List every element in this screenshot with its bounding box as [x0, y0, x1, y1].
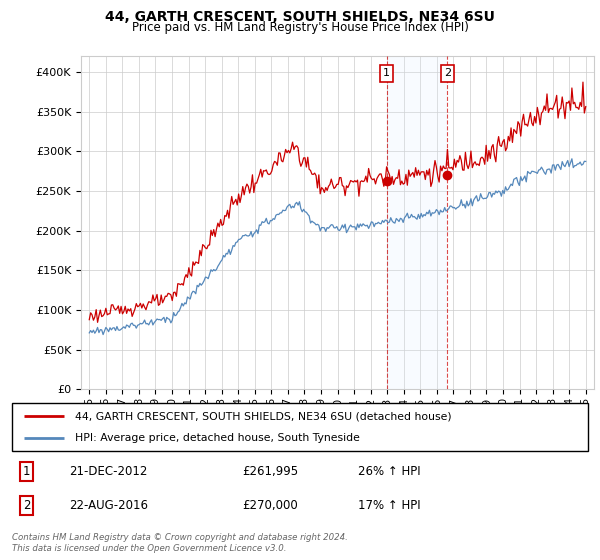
FancyBboxPatch shape	[12, 403, 588, 451]
Text: £261,995: £261,995	[242, 465, 299, 478]
Text: 22-AUG-2016: 22-AUG-2016	[70, 499, 149, 512]
Text: 44, GARTH CRESCENT, SOUTH SHIELDS, NE34 6SU (detached house): 44, GARTH CRESCENT, SOUTH SHIELDS, NE34 …	[76, 411, 452, 421]
Text: 21-DEC-2012: 21-DEC-2012	[70, 465, 148, 478]
Text: 1: 1	[383, 68, 390, 78]
Text: Contains HM Land Registry data © Crown copyright and database right 2024.
This d: Contains HM Land Registry data © Crown c…	[12, 533, 348, 553]
Text: 26% ↑ HPI: 26% ↑ HPI	[358, 465, 420, 478]
Text: HPI: Average price, detached house, South Tyneside: HPI: Average price, detached house, Sout…	[76, 433, 360, 443]
Text: 2: 2	[444, 68, 451, 78]
Text: 2: 2	[23, 499, 30, 512]
Bar	[386, 56, 448, 389]
Text: 44, GARTH CRESCENT, SOUTH SHIELDS, NE34 6SU: 44, GARTH CRESCENT, SOUTH SHIELDS, NE34 …	[105, 10, 495, 24]
Text: 17% ↑ HPI: 17% ↑ HPI	[358, 499, 420, 512]
Text: £270,000: £270,000	[242, 499, 298, 512]
Text: 1: 1	[23, 465, 30, 478]
Text: Price paid vs. HM Land Registry's House Price Index (HPI): Price paid vs. HM Land Registry's House …	[131, 21, 469, 34]
